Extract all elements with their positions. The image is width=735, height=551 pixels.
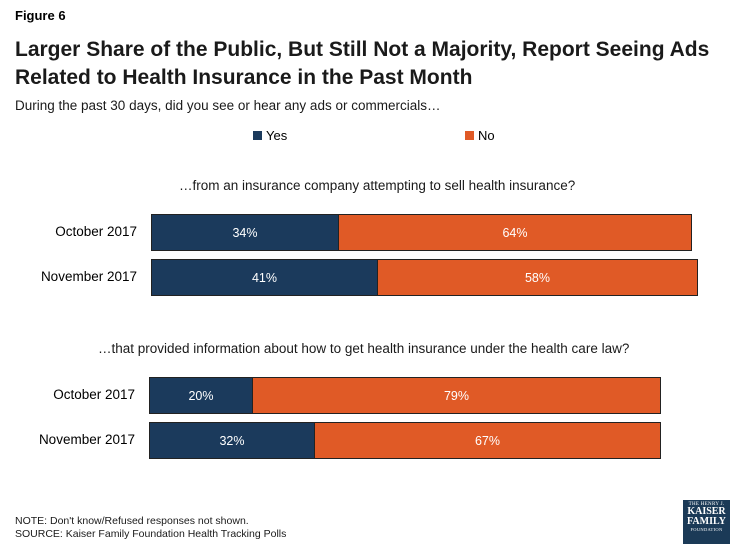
bar-no: 64% [338,214,692,251]
legend: Yes No [0,128,735,148]
bar-no: 58% [377,259,698,296]
source-text: SOURCE: Kaiser Family Foundation Health … [15,528,287,540]
row-label: October 2017 [53,387,135,402]
logo-line-4: FOUNDATION [690,527,723,532]
question-title-1: …from an insurance company attempting to… [179,178,576,193]
logo-line-2: KAISER [687,506,726,517]
chart-subtitle: During the past 30 days, did you see or … [15,98,441,113]
bar-no: 67% [314,422,661,459]
legend-item-yes: Yes [253,128,287,143]
legend-swatch-no [465,131,474,140]
bar-yes: 32% [149,422,315,459]
question-title-2: …that provided information about how to … [98,341,630,356]
legend-item-no: No [465,128,495,143]
figure-label: Figure 6 [15,8,66,23]
bar-yes: 20% [149,377,253,414]
logo-line-3: FAMILY [687,516,726,527]
row-label: October 2017 [55,224,137,239]
legend-label-yes: Yes [266,128,288,143]
bar-yes: 41% [151,259,378,296]
bar-yes: 34% [151,214,339,251]
row-label: November 2017 [38,432,135,447]
chart-title: Larger Share of the Public, But Still No… [15,38,710,89]
note-text: NOTE: Don't know/Refused responses not s… [15,515,249,527]
legend-swatch-yes [253,131,262,140]
logo-line-1: THE HENRY J. [688,502,725,507]
kff-logo: THE HENRY J. KAISER FAMILY FOUNDATION [683,500,730,544]
bar-no: 79% [252,377,661,414]
row-label: November 2017 [40,269,137,284]
legend-label-no: No [478,128,495,143]
